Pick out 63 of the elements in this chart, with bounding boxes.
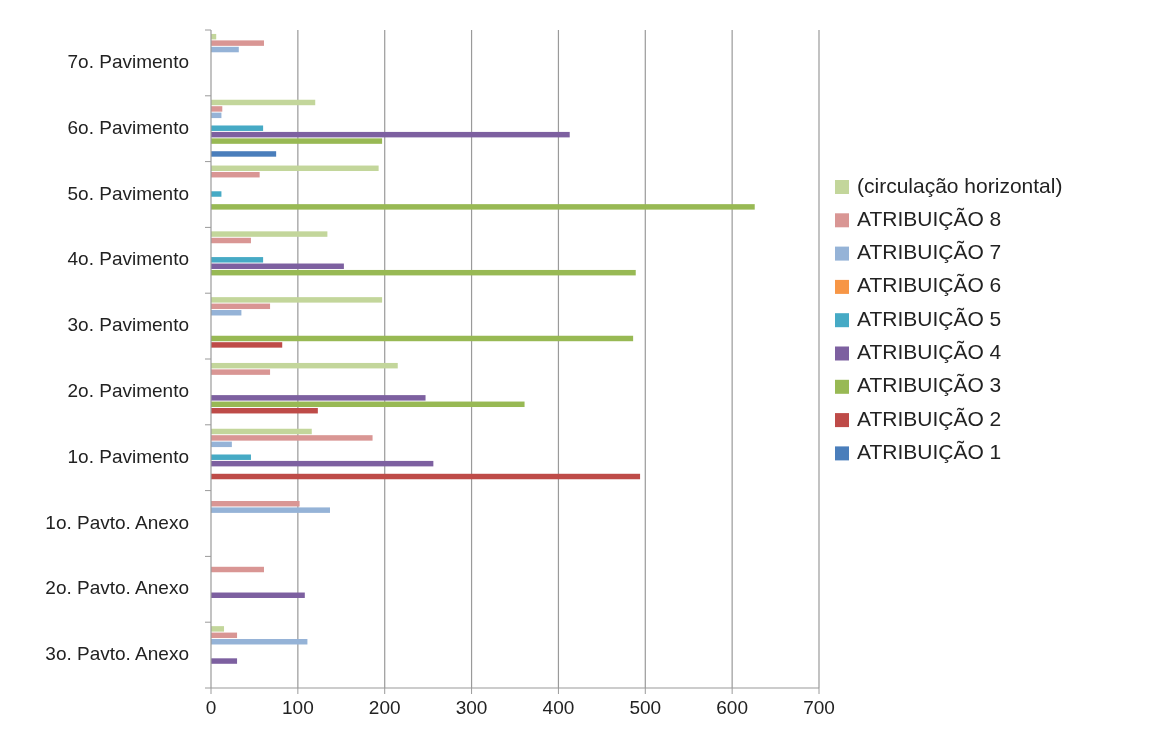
bar (211, 460, 434, 467)
bar (211, 165, 379, 172)
bar (211, 407, 318, 414)
x-tick-label: 500 (629, 697, 662, 718)
bar (211, 369, 271, 375)
y-tick-label: 3o. Pavto. Anexo (45, 643, 189, 665)
legend-label: (circulação horizontal) (857, 173, 1063, 197)
x-tick-label: 100 (282, 697, 314, 718)
legend-label: ATRIBUIÇÃO 2 (857, 406, 1002, 430)
bar (211, 151, 277, 157)
bar (211, 257, 264, 263)
legend-label: ATRIBUIÇÃO 8 (857, 206, 1002, 230)
bar (211, 454, 251, 460)
bar (211, 626, 225, 632)
legend-label: ATRIBUIÇÃO 1 (857, 439, 1002, 463)
bar (211, 507, 330, 513)
bar (211, 401, 525, 408)
bar (211, 125, 264, 131)
bar (211, 592, 305, 598)
legend-label: ATRIBUIÇÃO 5 (857, 306, 1002, 330)
bar (211, 639, 308, 645)
bar (211, 303, 271, 310)
bar (211, 428, 312, 435)
bar (211, 204, 755, 210)
bar (211, 99, 316, 106)
legend-label: ATRIBUIÇÃO 4 (857, 340, 1002, 364)
y-tick-label: 1o. Pavimento (67, 445, 189, 467)
bar (211, 658, 238, 664)
legend-label: ATRIBUIÇÃO 3 (857, 373, 1002, 397)
bar (211, 297, 383, 303)
y-tick-label: 2o. Pavimento (67, 379, 189, 401)
bar (211, 40, 264, 46)
x-tick-label: 0 (205, 697, 217, 718)
x-tick-label: 700 (803, 697, 835, 718)
y-tick-label: 2o. Pavto. Anexo (45, 577, 189, 599)
y-tick-label: 7o. Pavimento (67, 50, 189, 72)
y-tick-label: 6o. Pavimento (67, 116, 189, 138)
y-tick-label: 3o. Pavimento (67, 314, 189, 336)
x-tick-label: 300 (455, 697, 488, 718)
bar (211, 566, 264, 573)
bar (211, 342, 283, 348)
bar (211, 171, 260, 178)
bar (211, 362, 398, 369)
bar (211, 231, 328, 237)
bar (211, 131, 570, 138)
bar (211, 395, 426, 401)
x-tick-label: 200 (368, 697, 401, 718)
bar (211, 269, 636, 276)
y-tick-label: 1o. Pavto. Anexo (45, 511, 189, 533)
bar (211, 500, 300, 507)
bar (211, 106, 223, 112)
y-tick-label: 4o. Pavimento (67, 248, 189, 270)
bar (211, 138, 383, 144)
y-tick-label: 5o. Pavimento (67, 182, 189, 204)
bar (211, 263, 344, 269)
bar (211, 473, 641, 480)
bar (211, 191, 222, 197)
legend-label: ATRIBUIÇÃO 7 (857, 240, 1002, 264)
x-tick-label: 400 (542, 697, 575, 718)
bar (211, 335, 634, 342)
bar (211, 435, 373, 441)
legend-label: ATRIBUIÇÃO 6 (857, 273, 1002, 297)
x-tick-label: 600 (716, 697, 748, 718)
